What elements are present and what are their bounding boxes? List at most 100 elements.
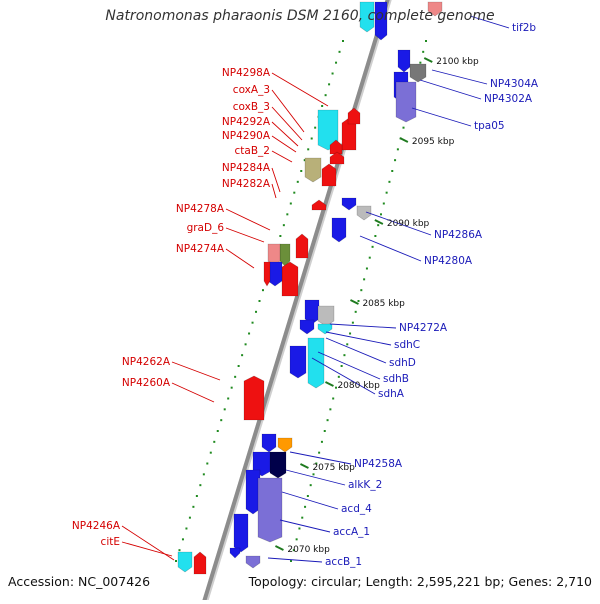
forward-leader-line: [317, 351, 381, 380]
forward-leader-line: [289, 451, 352, 465]
gene-block: [359, 1, 375, 33]
guide-dot: [368, 256, 371, 259]
kbp-tick-label: 2075 kbp: [312, 463, 355, 473]
reverse-leader-line: [271, 183, 277, 199]
gene-block: [277, 437, 293, 453]
gene-block: [281, 261, 299, 297]
reverse-gene-label: NP4292A: [222, 116, 271, 128]
forward-leader-line: [281, 491, 339, 510]
guide-dot: [318, 451, 321, 454]
forward-gene-label: acd_4: [341, 503, 372, 515]
reverse-gene-label: coxB_3: [233, 101, 270, 113]
gene-block: [331, 217, 347, 243]
reverse-leader-line: [271, 150, 293, 163]
forward-leader-line: [311, 357, 376, 395]
guide-dot: [425, 40, 427, 42]
gene-features: [177, 1, 443, 575]
gene-block: [374, 1, 388, 41]
kbp-tick-label: 2090 kbp: [387, 219, 430, 229]
forward-gene-label: NP4304A: [490, 78, 539, 90]
reverse-gene-label: NP4290A: [222, 130, 271, 142]
kbp-tick-mark: [399, 137, 409, 143]
forward-leader-line: [325, 337, 387, 364]
reverse-leader-line: [271, 89, 305, 133]
guide-dot: [199, 484, 202, 487]
guide-dot: [185, 527, 188, 530]
reverse-leader-line: [121, 541, 173, 557]
guide-dot: [388, 180, 391, 183]
gene-block: [269, 451, 287, 479]
guide-dot: [175, 560, 177, 562]
kbp-tick-mark: [374, 219, 384, 225]
guide-dot: [307, 148, 310, 151]
reverse-gene-label: ctaB_2: [235, 145, 270, 157]
guide-dot: [335, 386, 337, 389]
guide-dot: [340, 365, 343, 367]
guide-dot: [303, 159, 306, 162]
guide-dot: [295, 538, 298, 541]
reverse-leader-line: [271, 72, 329, 107]
guide-dot: [202, 473, 205, 476]
guide-dot: [337, 375, 340, 378]
guide-dot: [298, 527, 301, 530]
label-leader-lines: [121, 15, 510, 563]
guide-dot: [371, 245, 374, 248]
guide-dot: [289, 202, 292, 205]
gene-block: [341, 197, 357, 211]
kbp-tick-label: 2085 kbp: [362, 299, 405, 309]
reverse-leader-line: [225, 208, 271, 231]
reverse-leader-line: [271, 106, 303, 141]
gene-block: [311, 199, 327, 211]
guide-dot: [300, 170, 303, 172]
guide-dot: [357, 300, 360, 302]
forward-gene-label: accA_1: [333, 526, 370, 538]
gene-block: [263, 261, 271, 287]
gene-block: [307, 337, 325, 389]
guide-dot: [261, 289, 264, 292]
map-title: Natronomonas pharaonis DSM 2160, complet…: [105, 8, 495, 24]
gene-block: [245, 469, 261, 515]
guide-dot: [338, 50, 341, 53]
guide-dot: [209, 451, 212, 454]
kbp-tick-label: 2095 kbp: [412, 137, 455, 147]
forward-leader-line: [431, 69, 488, 85]
backbone-line: [201, 0, 390, 604]
forward-gene-label: sdhD: [389, 357, 416, 369]
reverse-gene-label: NP4274A: [176, 243, 225, 255]
guide-dot: [290, 560, 292, 562]
guide-dot: [391, 170, 394, 172]
forward-gene-label: tpa05: [474, 120, 505, 132]
guide-dot: [380, 213, 382, 216]
guide-dot: [255, 310, 258, 313]
gene-block: [299, 319, 315, 335]
forward-gene-label: accB_1: [325, 556, 362, 568]
forward-leader-line: [325, 331, 392, 346]
reverse-leader-line: [271, 121, 299, 147]
guide-dot: [292, 549, 295, 552]
guide-dot: [237, 365, 240, 367]
reverse-gene-label: coxA_3: [233, 84, 270, 96]
kbp-tick-mark: [423, 57, 433, 63]
guide-dot: [306, 495, 309, 497]
reverse-gene-label: NP4298A: [222, 67, 271, 79]
guide-dot: [248, 332, 251, 335]
guide-dot: [301, 516, 304, 519]
reverse-gene-label: NP4246A: [72, 520, 121, 532]
guide-dot: [181, 538, 184, 541]
gene-block: [321, 163, 337, 187]
kbp-tick-mark: [299, 463, 309, 469]
guide-dot: [343, 354, 346, 357]
guide-dot: [251, 321, 254, 324]
guide-dot: [296, 180, 299, 183]
gene-block: [347, 107, 361, 125]
gene-block: [356, 205, 372, 221]
gene-block: [193, 551, 207, 575]
guide-dot: [394, 159, 397, 162]
guide-dot: [422, 50, 425, 53]
guide-dot: [286, 213, 289, 216]
forward-leader-line: [279, 519, 331, 533]
guide-dot: [351, 321, 354, 324]
gene-block: [261, 433, 277, 453]
guide-dot: [304, 505, 307, 508]
guide-dot: [332, 397, 335, 400]
